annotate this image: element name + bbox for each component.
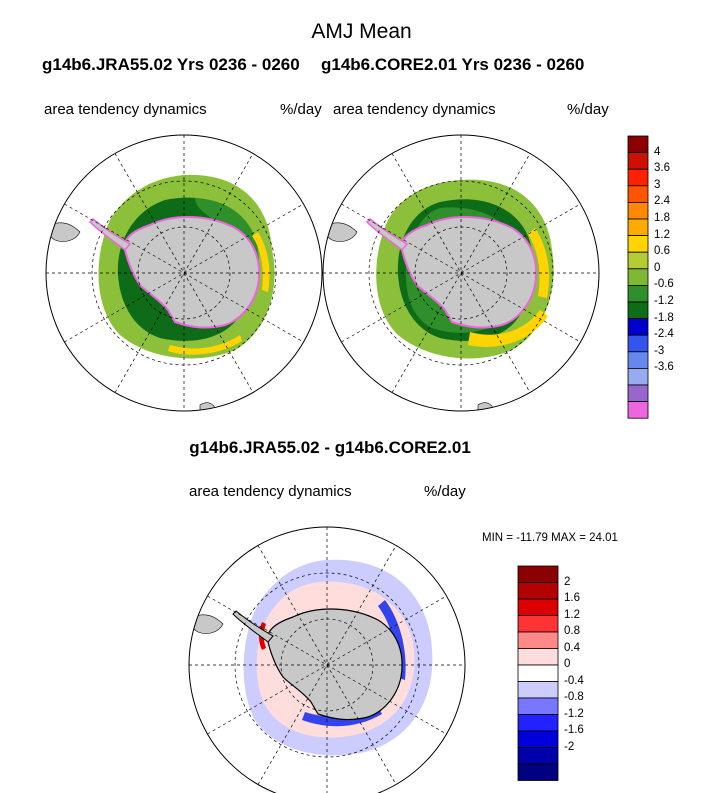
left-run-title: g14b6.JRA55.02 Yrs 0236 - 0260: [42, 55, 300, 74]
colorbar-tick-label: -0.6: [654, 278, 674, 291]
colorbar-swatch: [627, 351, 649, 369]
colorbar-tick-label: 1.8: [654, 212, 670, 224]
colorbar-swatch: [627, 367, 649, 386]
left-panel-label: area tendency dynamics: [44, 101, 207, 118]
colorbar-tick-label: 2: [564, 575, 571, 588]
right-run-title: g14b6.CORE2.01 Yrs 0236 - 0260: [321, 55, 585, 74]
colorbar-swatch: [627, 401, 649, 419]
colorbar-swatch: [627, 334, 649, 353]
colorbar-tick-label: 3: [654, 178, 661, 191]
colorbar-tick-label: 0.6: [654, 245, 670, 258]
colorbar-swatch: [627, 318, 649, 336]
colorbar-swatch: [517, 631, 559, 649]
right-panel-label: area tendency dynamics: [333, 101, 496, 118]
diff-antarctic-peninsula: [232, 610, 274, 643]
colorbar-tick-label: -0.8: [564, 691, 584, 703]
colorbar-tick-label: 1.2: [564, 608, 580, 621]
colorbar-swatch: [517, 648, 559, 666]
right-antarctic-peninsula: [365, 217, 409, 252]
left-antarctica: [123, 216, 261, 329]
colorbar-tick-label: -2: [564, 740, 575, 753]
colorbar-swatch: [517, 582, 559, 600]
colorbar-swatch: [517, 615, 559, 633]
colorbar-tick-label: -1.6: [564, 724, 584, 736]
colorbar-swatch: [627, 284, 649, 303]
colorbar-swatch: [517, 681, 559, 699]
left-antarctic-peninsula: [88, 217, 132, 252]
colorbar-swatch: [517, 664, 559, 682]
right-polar-map: [322, 134, 600, 412]
colorbar-tick-label: 4: [654, 145, 661, 158]
right-yellow-band-east: [528, 228, 550, 298]
diff-graticule: [189, 527, 465, 793]
colorbar-tick-label: -1.2: [564, 707, 584, 720]
colorbar-swatch: [517, 714, 559, 732]
colorbar-swatch: [627, 201, 649, 220]
colorbar-diff: [517, 565, 559, 781]
colorbar-tick-label: -3: [654, 344, 665, 357]
right-yellow-band-south: [468, 310, 548, 347]
colorbar-swatch: [627, 135, 649, 154]
colorbar-swatch: [627, 384, 649, 403]
colorbar-tick-label: 0: [564, 658, 571, 670]
colorbar-swatch: [627, 168, 649, 187]
colorbar-tick-label: 0.8: [564, 625, 580, 637]
colorbar-swatch: [517, 697, 559, 715]
colorbar-tick-label: -2.4: [654, 328, 674, 341]
colorbar-tick-label: -1.8: [654, 311, 674, 324]
colorbar-swatch: [517, 763, 559, 781]
left-yellow-band-south: [168, 335, 242, 355]
colorbar-tick-label: -3.6: [654, 361, 674, 374]
colorbar-swatch: [627, 251, 649, 270]
colorbar-tick-label: 2.4: [654, 195, 670, 208]
colorbar-tick-label: -0.4: [564, 674, 584, 687]
colorbar-swatch: [627, 301, 649, 320]
colorbar-swatch: [517, 747, 559, 765]
main-title: AMJ Mean: [311, 20, 412, 43]
colorbar-tick-label: 0: [654, 261, 661, 274]
colorbar-swatch: [517, 565, 559, 583]
left-panel-units: %/day: [280, 101, 322, 118]
right-panel-units: %/day: [567, 101, 609, 118]
diff-antarctica: [267, 608, 403, 721]
right-graticule: [323, 135, 599, 411]
colorbar-swatch: [627, 268, 649, 286]
colorbar-swatch: [627, 218, 649, 237]
diff-polar-map: [188, 526, 466, 793]
left-graticule: [46, 135, 322, 411]
colorbar-swatch: [517, 598, 559, 616]
left-polar-map: [45, 134, 323, 412]
diff-blue-south: [302, 706, 382, 727]
diff-panel-units: %/day: [424, 483, 466, 500]
colorbar-swatch: [627, 185, 649, 203]
colorbar-tick-label: 3.6: [654, 162, 670, 175]
right-antarctica: [400, 216, 538, 329]
colorbar-tick-label: 1.6: [564, 592, 580, 604]
colorbar-tick-label: -1.2: [654, 295, 674, 307]
colorbar-swatch: [627, 235, 649, 253]
colorbar-swatch: [517, 730, 559, 748]
diff-panel-label: area tendency dynamics: [189, 483, 352, 500]
colorbar-tick-label: 0.4: [564, 641, 580, 654]
diff-title: g14b6.JRA55.02 - g14b6.CORE2.01: [189, 438, 471, 457]
colorbar-tick-label: 1.2: [654, 228, 670, 241]
left-yellow-band-east: [252, 232, 270, 292]
colorbar-swatch: [627, 152, 649, 170]
min-max-label: MIN = -11.79 MAX = 24.01: [482, 532, 618, 544]
colorbar-top: [627, 135, 649, 419]
